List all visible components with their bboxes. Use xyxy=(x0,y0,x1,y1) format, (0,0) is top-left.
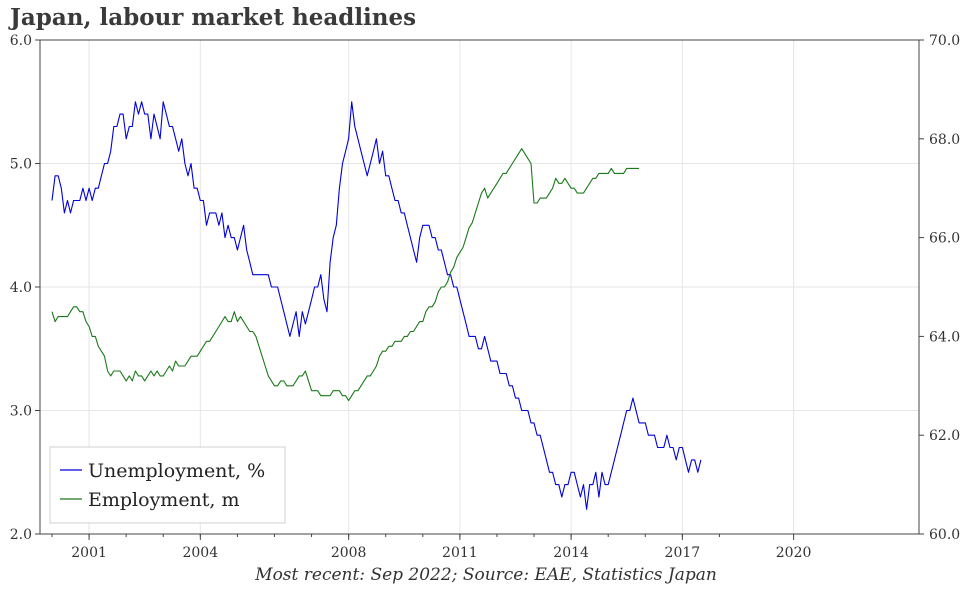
right-tick-label: 66.0 xyxy=(929,231,960,247)
legend-label-unemployment: Unemployment, % xyxy=(88,460,265,482)
right-y-axis: 60.0 62.0 64.0 66.0 68.0 70.0 xyxy=(919,33,960,543)
series-lines xyxy=(51,101,702,510)
left-tick-label: 4.0 xyxy=(10,280,32,296)
legend-label-employment: Employment, m xyxy=(88,489,240,511)
x-axis: 2001 2004 2008 2011 2014 2017 2020 xyxy=(51,534,812,561)
left-tick-label: 6.0 xyxy=(10,33,32,49)
x-tick-label: 2008 xyxy=(331,545,367,561)
right-tick-label: 64.0 xyxy=(929,329,960,345)
left-tick-label: 5.0 xyxy=(10,157,32,173)
left-tick-label: 2.0 xyxy=(10,527,32,543)
series-line-unemployment xyxy=(51,101,702,510)
series-line-employment xyxy=(51,148,640,402)
legend-box xyxy=(49,446,286,524)
x-tick-label: 2014 xyxy=(553,545,589,561)
right-tick-label: 60.0 xyxy=(929,527,960,543)
x-tick-label: 2004 xyxy=(182,545,218,561)
x-tick-label: 2017 xyxy=(665,545,701,561)
right-tick-label: 70.0 xyxy=(929,33,960,49)
chart-title: Japan, labour market headlines xyxy=(10,4,417,31)
x-tick-label: 2001 xyxy=(71,545,107,561)
left-tick-label: 3.0 xyxy=(10,404,32,420)
legend: Unemployment, % Employment, m xyxy=(49,446,286,524)
right-tick-label: 68.0 xyxy=(929,132,960,148)
x-tick-label: 2011 xyxy=(442,545,478,561)
source-footnote: Most recent: Sep 2022; Source: EAE, Stat… xyxy=(255,565,717,585)
x-tick-label: 2020 xyxy=(776,545,812,561)
right-tick-label: 62.0 xyxy=(929,428,960,444)
grid-lines xyxy=(40,39,919,535)
left-y-axis: 2.0 3.0 4.0 5.0 6.0 xyxy=(10,33,40,543)
